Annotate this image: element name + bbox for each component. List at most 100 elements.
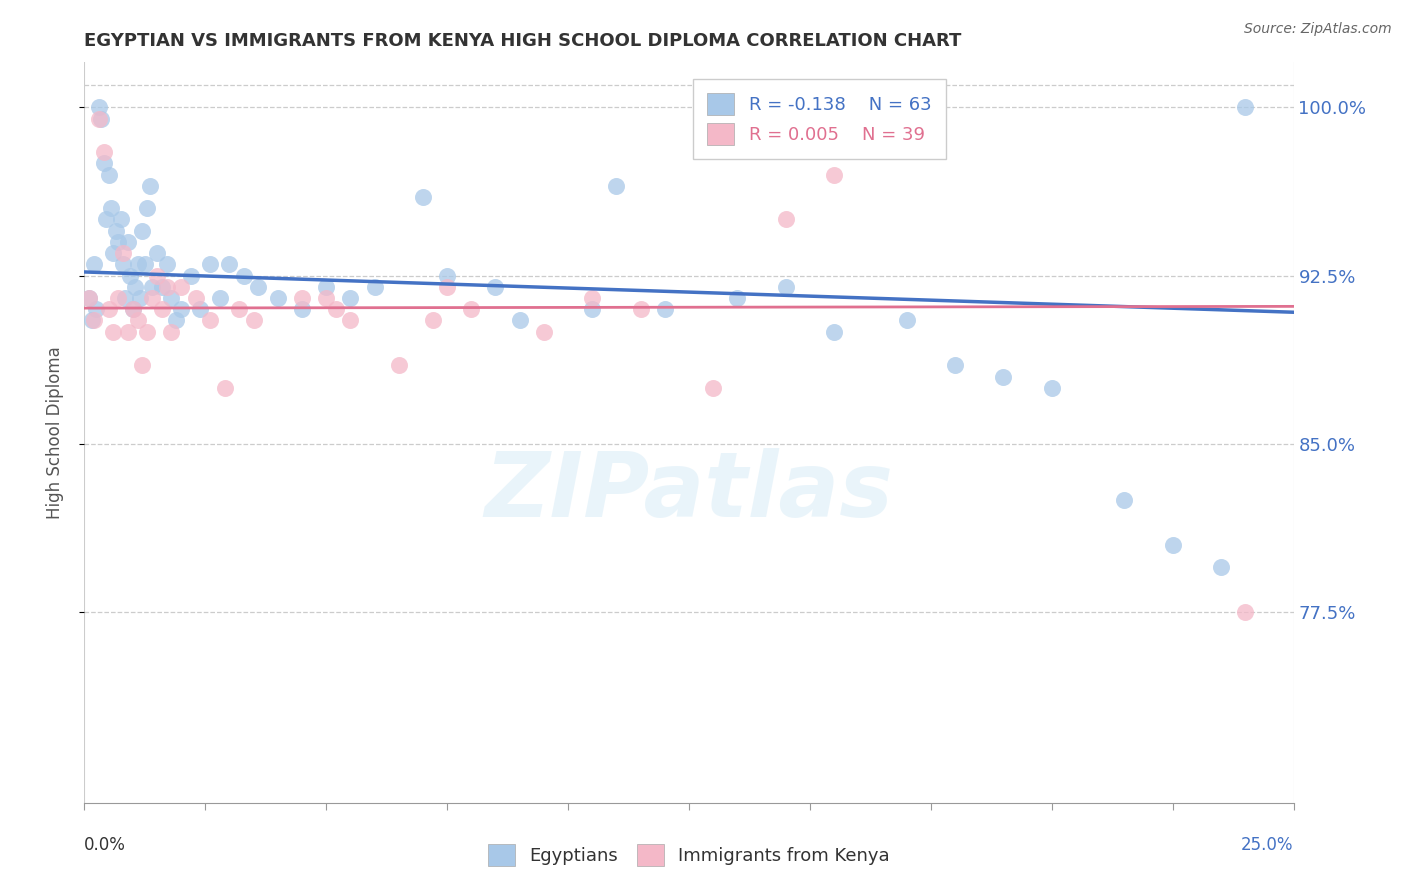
Point [160,291,183,305]
Point [291,291,314,305]
Point [315,291,337,305]
Point [97,302,120,317]
Point [1209,560,1232,574]
Text: 0.0%: 0.0% [84,837,127,855]
Point [121,302,143,317]
Point [630,302,652,317]
Point [184,291,207,305]
Point [107,291,129,305]
Point [136,325,159,339]
Point [422,313,444,327]
Point [993,369,1015,384]
Point [218,257,240,271]
Point [97,168,120,182]
Point [86,302,108,317]
Legend: Egyptians, Immigrants from Kenya: Egyptians, Immigrants from Kenya [479,835,898,875]
Point [80,313,103,327]
Point [170,302,193,317]
Point [141,280,163,294]
Point [165,313,187,327]
Point [93,156,115,170]
Point [775,280,797,294]
Point [943,359,966,373]
Point [77,291,100,305]
Point [107,235,129,249]
Point [388,359,411,373]
Point [94,212,117,227]
Point [127,257,149,271]
Point [242,313,264,327]
Point [581,291,603,305]
Point [267,291,290,305]
Point [325,302,347,317]
Point [233,268,256,283]
Point [1114,492,1136,507]
Point [198,313,221,327]
Point [136,201,159,215]
Point [83,313,105,327]
Point [155,280,177,294]
Point [725,291,748,305]
Point [93,145,115,160]
Point [90,112,112,126]
Point [155,257,177,271]
Point [214,381,236,395]
Point [1040,381,1063,395]
Point [127,313,149,327]
Point [134,257,156,271]
Point [114,291,136,305]
Point [112,246,135,260]
Point [160,325,183,339]
Point [702,381,724,395]
Point [131,359,153,373]
Point [896,313,918,327]
Point [533,325,555,339]
Point [104,224,127,238]
Point [247,280,270,294]
Point [1161,538,1184,552]
Point [83,257,105,271]
Point [103,246,125,260]
Point [208,291,231,305]
Point [823,168,845,182]
Point [436,268,458,283]
Point [412,190,434,204]
Point [1234,100,1257,114]
Point [100,201,122,215]
Point [87,112,110,126]
Point [138,178,160,193]
Point [146,246,169,260]
Y-axis label: High School Diploma: High School Diploma [45,346,63,519]
Point [129,291,152,305]
Point [121,302,143,317]
Point [120,268,142,283]
Point [124,280,146,294]
Point [436,280,458,294]
Point [170,280,193,294]
Text: EGYPTIAN VS IMMIGRANTS FROM KENYA HIGH SCHOOL DIPLOMA CORRELATION CHART: EGYPTIAN VS IMMIGRANTS FROM KENYA HIGH S… [84,32,962,50]
Point [112,257,135,271]
Point [339,291,361,305]
Point [77,291,100,305]
Point [315,280,337,294]
Point [131,224,153,238]
Point [228,302,250,317]
Point [87,100,110,114]
Point [117,235,139,249]
Point [363,280,385,294]
Point [117,325,139,339]
Text: 25.0%: 25.0% [1241,837,1294,855]
Point [146,268,169,283]
Point [198,257,221,271]
Point [1234,605,1257,619]
Point [103,325,125,339]
Point [460,302,482,317]
Point [605,178,627,193]
Point [141,291,163,305]
Point [110,212,132,227]
Text: Source: ZipAtlas.com: Source: ZipAtlas.com [1244,22,1392,37]
Point [581,302,603,317]
Point [180,268,202,283]
Point [190,302,212,317]
Point [291,302,314,317]
